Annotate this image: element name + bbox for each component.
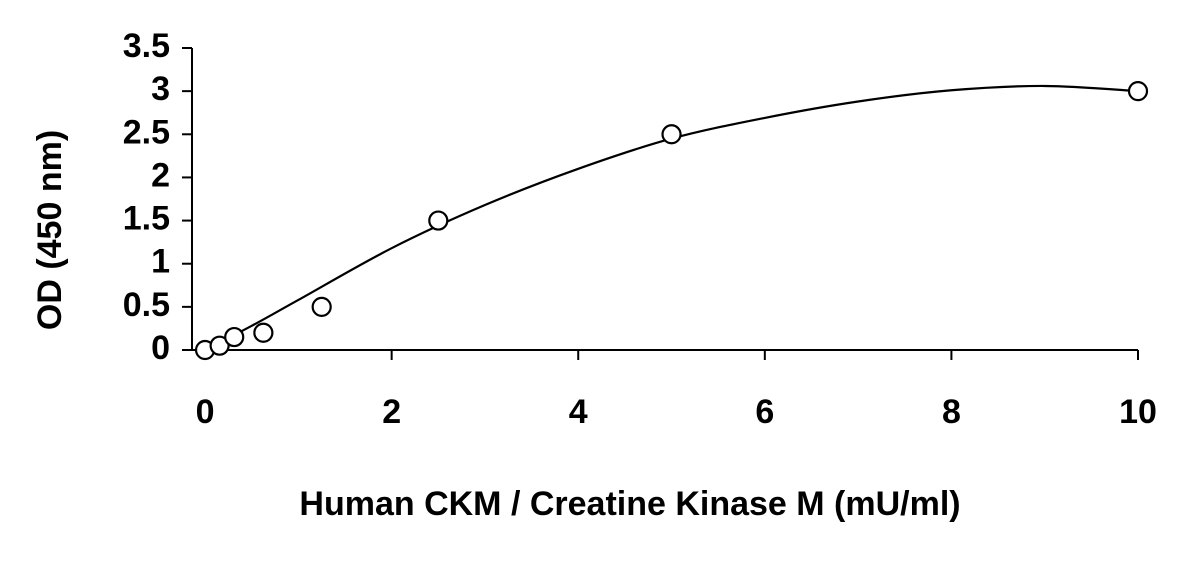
x-tick-label: 8	[942, 393, 961, 431]
data-point	[209, 335, 230, 356]
x-tick-label: 4	[569, 393, 588, 431]
data-point	[428, 210, 449, 231]
x-tick-label: 0	[196, 393, 215, 431]
data-point	[253, 322, 274, 343]
y-tick-label: 0.5	[123, 286, 170, 324]
data-point	[1127, 81, 1149, 102]
fit-curve	[204, 84, 1139, 351]
data-point	[224, 326, 245, 348]
y-tick-label: 2	[151, 156, 170, 194]
y-tick-label: 3.5	[123, 27, 170, 65]
x-tick-label: 2	[382, 393, 401, 431]
y-tick-label: 1	[151, 243, 170, 281]
y-axis-title: OD (450 nm)	[31, 130, 69, 330]
y-tick-label: 2.5	[123, 113, 170, 151]
y-tick-label: 3	[151, 70, 170, 108]
x-tick-label: 6	[755, 393, 774, 431]
y-tick-label: 1.5	[123, 200, 170, 238]
data-point	[661, 124, 682, 145]
y-tick-label: 0	[151, 329, 170, 367]
data-point	[311, 296, 332, 317]
x-axis-title: Human CKM / Creatine Kinase M (mU/ml)	[299, 485, 960, 523]
x-tick-label: 10	[1119, 393, 1157, 431]
